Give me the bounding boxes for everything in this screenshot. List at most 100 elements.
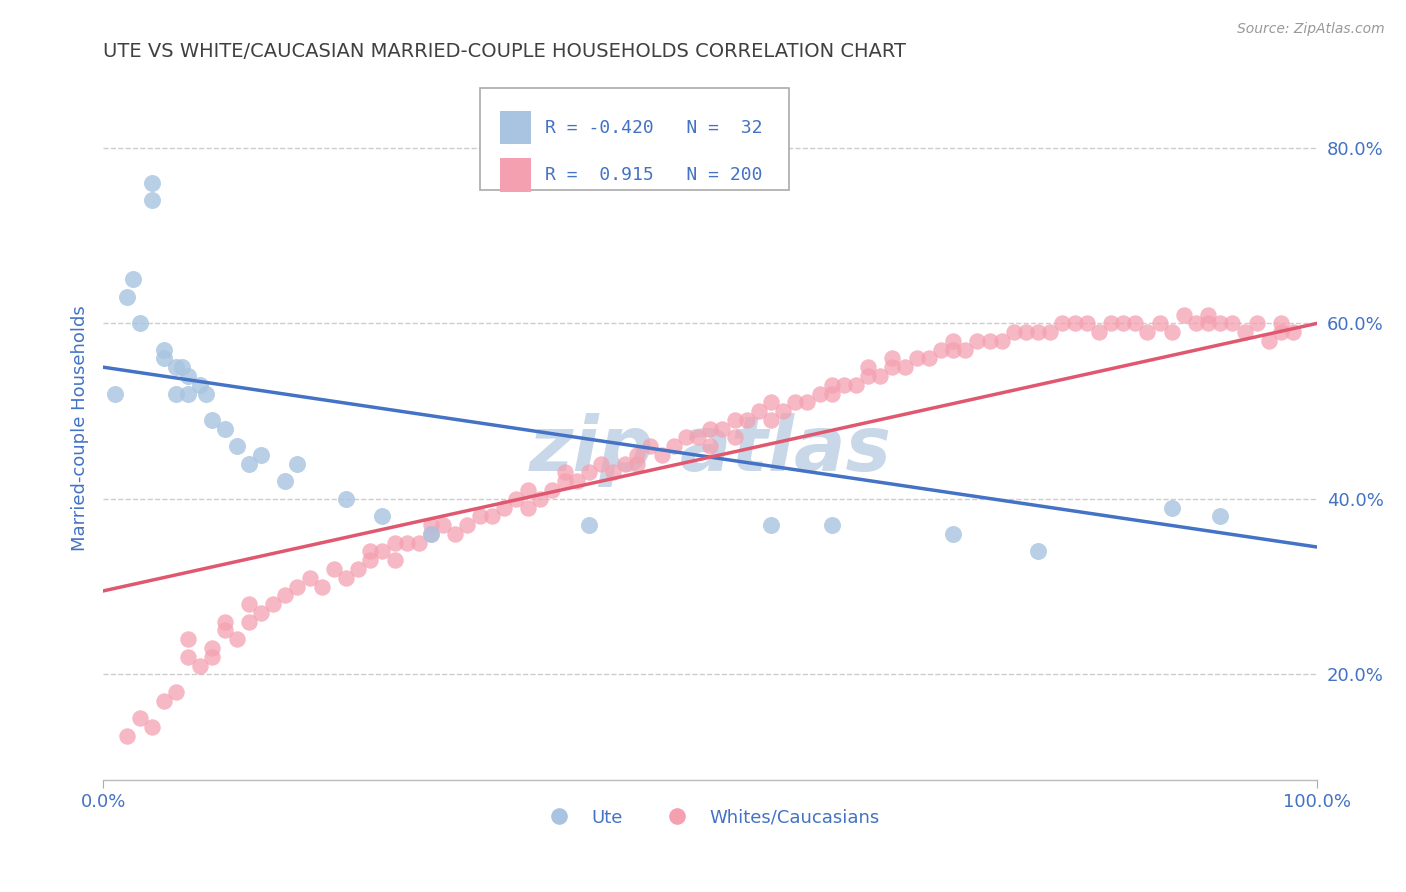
Point [188,658,211,673]
Point [869,368,891,383]
Point [262,597,284,611]
Point [347,562,370,576]
Point [589,457,612,471]
Point [195,386,218,401]
Point [796,395,818,409]
Point [918,351,941,366]
Point [141,194,163,208]
Point [785,395,807,409]
Point [882,360,904,375]
Point [1160,325,1182,339]
Point [1026,325,1049,339]
Point [554,475,576,489]
Point [311,580,333,594]
Point [1076,316,1098,330]
Point [529,491,551,506]
Point [214,624,236,638]
Point [141,176,163,190]
Point [1209,509,1232,524]
Point [287,457,309,471]
Point [371,509,394,524]
Point [578,466,600,480]
Bar [501,158,530,192]
Point [711,421,734,435]
Point [759,395,782,409]
Point [335,571,357,585]
Point [225,632,247,647]
Point [153,351,176,366]
Point [177,368,200,383]
Point [117,290,139,304]
Point [735,413,758,427]
Point [1088,325,1111,339]
Point [322,562,344,576]
Point [456,518,478,533]
Point [420,518,443,533]
Point [772,404,794,418]
Point [420,527,443,541]
Point [1026,544,1049,558]
Point [395,535,418,549]
Point [1209,316,1232,330]
Point [117,729,139,743]
Point [505,491,527,506]
Point [942,527,965,541]
Point [122,272,145,286]
Point [214,615,236,629]
Point [274,588,297,602]
Point [1185,316,1208,330]
Point [893,360,915,375]
Point [201,640,224,655]
Y-axis label: Married-couple Households: Married-couple Households [72,306,89,551]
Point [578,518,600,533]
Point [1270,316,1292,330]
Point [371,544,394,558]
Point [1197,316,1219,330]
Point [165,360,187,375]
Point [274,475,297,489]
Point [1136,325,1159,339]
Point [517,483,540,497]
Point [955,343,977,357]
Point [153,343,176,357]
Point [626,457,648,471]
Point [153,693,176,707]
Point [1173,308,1195,322]
Point [638,439,661,453]
Point [201,413,224,427]
Point [225,439,247,453]
Point [723,413,745,427]
Point [675,430,697,444]
Point [821,518,844,533]
Point [177,649,200,664]
Bar [501,111,530,145]
Point [201,649,224,664]
Point [384,535,406,549]
Point [188,377,211,392]
Point [1002,325,1025,339]
Point [602,466,624,480]
Text: Source: ZipAtlas.com: Source: ZipAtlas.com [1237,22,1385,37]
Point [723,430,745,444]
Point [104,386,127,401]
Point [990,334,1012,348]
Point [699,421,721,435]
Point [420,527,443,541]
Point [651,448,673,462]
Point [287,580,309,594]
Point [1246,316,1268,330]
Point [1282,325,1305,339]
Point [468,509,491,524]
Point [688,430,710,444]
Point [748,404,770,418]
Point [1149,316,1171,330]
Point [845,377,868,392]
Text: R =  0.915   N = 200: R = 0.915 N = 200 [546,166,762,184]
Text: R = -0.420   N =  32: R = -0.420 N = 32 [546,119,762,136]
Point [128,711,150,725]
Point [1160,500,1182,515]
Point [662,439,685,453]
Point [1052,316,1074,330]
Point [1112,316,1135,330]
Point [165,685,187,699]
